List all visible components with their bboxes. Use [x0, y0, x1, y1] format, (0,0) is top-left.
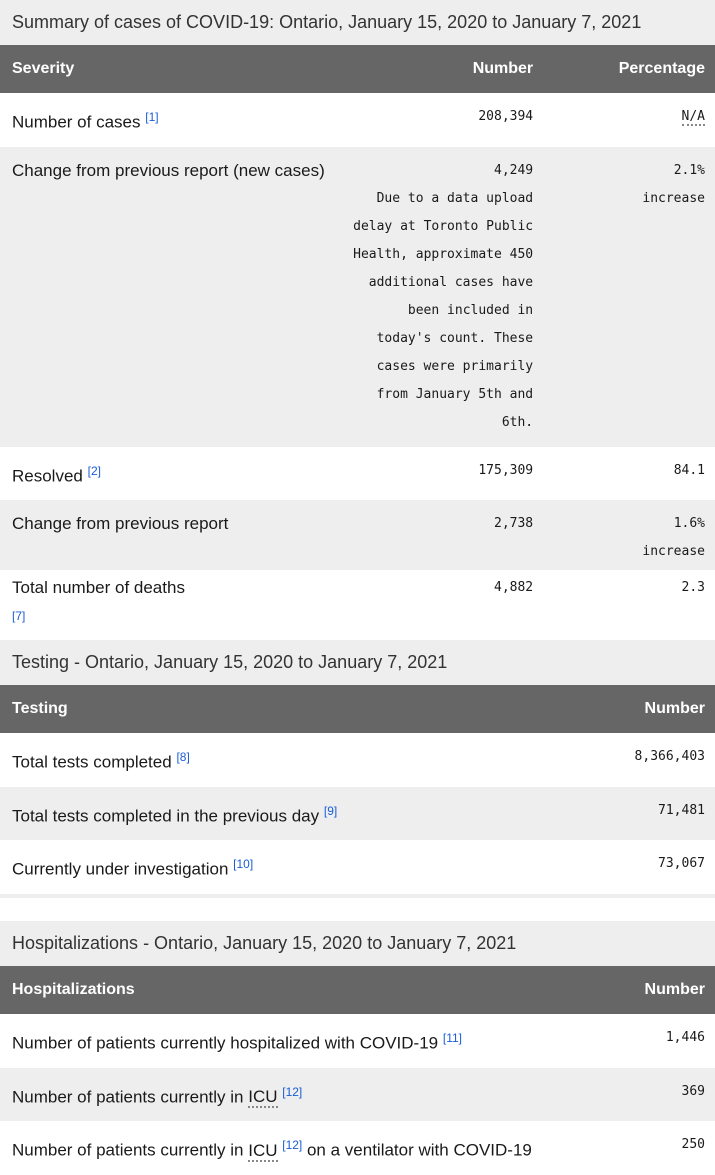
table-row: Total tests completed in the previous da… — [0, 786, 715, 841]
icu-abbr: ICU — [248, 1140, 278, 1162]
footnote-link[interactable]: [12] — [282, 1084, 303, 1099]
footnote-link[interactable]: [7] — [12, 609, 26, 624]
testing-caption: Testing - Ontario, January 15, 2020 to J… — [0, 639, 715, 685]
table-row: Total tests completed [8] 8,366,403 — [12, 748, 705, 772]
footnote-link[interactable]: [9] — [323, 803, 338, 818]
upload-delay-note: Due to a data upload delay at Toronto Pu… — [353, 190, 534, 430]
table-row: Number of cases [1] 208,394 N/A — [12, 109, 705, 132]
hospitalizations-table: Hospitalizations - Ontario, January 15, … — [0, 920, 715, 1175]
table-row: Number of patients currently in ICU [12]… — [12, 1137, 705, 1162]
col-percentage: Percentage — [543, 45, 715, 93]
hospitalizations-caption: Hospitalizations - Ontario, January 15, … — [0, 920, 715, 966]
divider — [0, 893, 715, 898]
table-row: Resolved [2] 175,309 84.1 — [12, 462, 705, 486]
testing-table: Testing - Ontario, January 15, 2020 to J… — [0, 639, 715, 894]
icu-abbr: ICU — [248, 1087, 278, 1109]
footnote-link[interactable]: [12] — [282, 1138, 303, 1153]
footnote-link[interactable]: [1] — [145, 110, 159, 124]
na-abbr: N/A — [681, 109, 705, 126]
summary-caption: Summary of cases of COVID-19: Ontario, J… — [0, 0, 715, 45]
col-number: Number — [340, 45, 544, 93]
table-row: Change from previous report (new cases) 4… — [0, 146, 715, 447]
summary-table: Summary of cases of COVID-19: Ontario, J… — [0, 0, 715, 624]
table-row: Total number of deaths [7] 4,882 2.3 — [12, 578, 705, 624]
col-severity: Severity — [0, 45, 341, 93]
footnote-link[interactable]: [10] — [233, 857, 254, 872]
table-row: Number of patients currently hospitalize… — [12, 1029, 705, 1053]
table-row: Change from previous report 2,738 1.6% incr… — [0, 500, 715, 571]
footnote-link[interactable]: [2] — [87, 463, 101, 478]
footnote-link[interactable]: [8] — [176, 749, 190, 764]
table-row: Currently under investigation [10] 73,067 — [12, 856, 705, 879]
footnote-link[interactable]: [11] — [442, 1030, 462, 1045]
table-row: Number of patients currently in ICU [12]… — [0, 1067, 715, 1122]
